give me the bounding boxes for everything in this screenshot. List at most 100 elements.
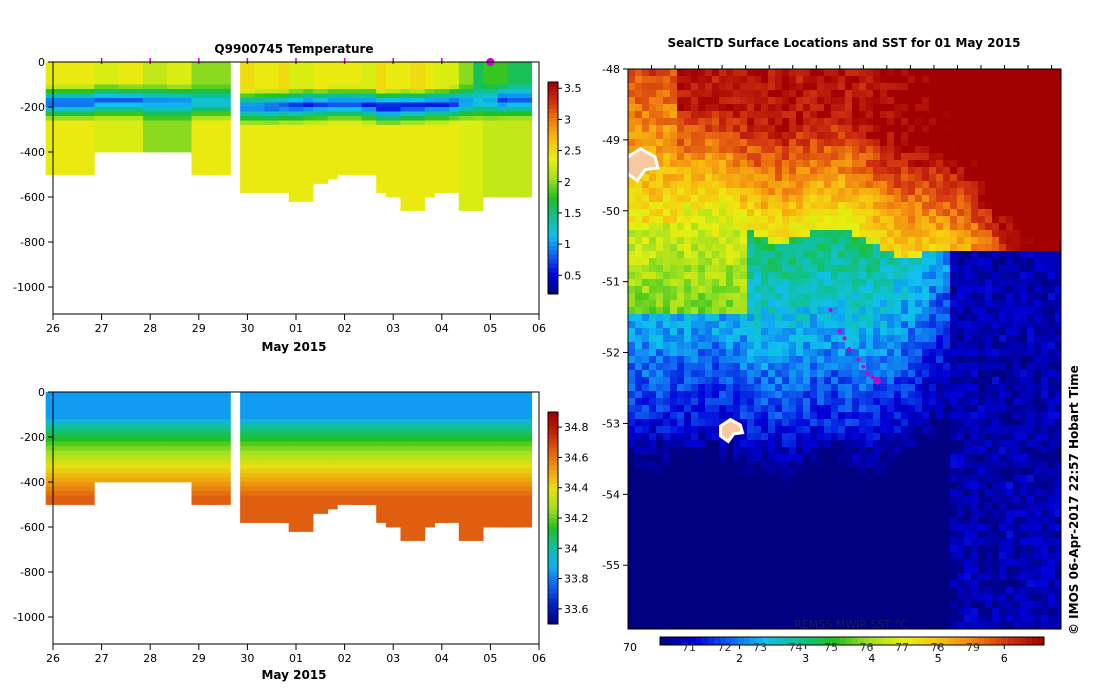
- sst-cell: [656, 265, 663, 272]
- sst-cell: [817, 83, 824, 90]
- sst-cell: [649, 181, 656, 188]
- sst-cell: [1013, 76, 1020, 83]
- section-cell: [400, 531, 426, 537]
- sst-cell: [796, 370, 803, 377]
- sst-cell: [999, 97, 1006, 104]
- sst-cell: [901, 153, 908, 160]
- section-cell: [313, 161, 338, 166]
- sst-cell: [1048, 349, 1055, 356]
- sst-cell: [999, 146, 1006, 153]
- sst-cell: [929, 265, 936, 272]
- sst-cell: [782, 293, 789, 300]
- section-cell: [337, 84, 362, 90]
- sst-cell: [733, 314, 740, 321]
- section-cell: [337, 482, 362, 487]
- colorbar-swatch: [548, 610, 558, 616]
- sst-cell: [1041, 83, 1048, 90]
- sst-cell: [859, 195, 866, 202]
- sst-cell: [726, 69, 733, 76]
- section-cell: [94, 473, 119, 478]
- sst-cell: [789, 307, 796, 314]
- sst-cell: [670, 167, 677, 174]
- sst-cell: [929, 286, 936, 293]
- sst-cell: [803, 293, 810, 300]
- sst-cell: [782, 97, 789, 104]
- section-cell: [240, 129, 265, 135]
- sst-cell: [894, 391, 901, 398]
- sst-cell: [859, 132, 866, 139]
- sst-cell: [733, 153, 740, 160]
- section-cell: [483, 80, 508, 85]
- sst-cell: [992, 328, 999, 335]
- sst-cell: [719, 328, 726, 335]
- sst-cell: [1027, 76, 1034, 83]
- colorbar-tick-label: 33.6: [564, 603, 589, 616]
- section-cell: [483, 89, 508, 94]
- sst-cell: [705, 69, 712, 76]
- sst-cell: [824, 405, 831, 412]
- sst-cell: [880, 153, 887, 160]
- sst-cell: [635, 188, 642, 195]
- sst-cell: [999, 377, 1006, 384]
- sst-cell: [691, 237, 698, 244]
- sst-cell: [670, 342, 677, 349]
- section-cell: [70, 401, 95, 406]
- section-cell: [45, 71, 71, 76]
- sst-cell: [649, 125, 656, 132]
- sst-cell: [992, 132, 999, 139]
- sst-cell: [635, 398, 642, 405]
- depth-tick-label: -400: [20, 476, 45, 489]
- section-cell: [45, 66, 71, 72]
- sst-cell: [929, 83, 936, 90]
- sst-cell: [999, 188, 1006, 195]
- sst-cell: [796, 167, 803, 174]
- sst-cell: [887, 90, 894, 97]
- section-cell: [458, 464, 484, 469]
- sst-cell: [789, 83, 796, 90]
- sst-cell: [887, 363, 894, 370]
- sst-cell: [992, 83, 999, 90]
- colorbar-swatch: [548, 227, 558, 233]
- section-cell: [337, 62, 362, 67]
- section-cell: [191, 111, 217, 117]
- colorbar-swatch: [548, 192, 558, 198]
- section-cell: [264, 147, 290, 153]
- sst-cell: [1027, 125, 1034, 132]
- section-cell: [70, 120, 95, 126]
- sst-cell: [684, 237, 691, 244]
- sst-cell: [635, 384, 642, 391]
- sst-cell: [747, 279, 754, 286]
- sst-cell: [845, 363, 852, 370]
- sst-cell: [740, 335, 747, 342]
- sst-cell: [782, 174, 789, 181]
- section-cell: [142, 111, 168, 117]
- sst-cell: [705, 286, 712, 293]
- sst-cell: [810, 174, 817, 181]
- sst-cell: [810, 160, 817, 167]
- sst-cell: [628, 209, 635, 216]
- section-cell: [434, 491, 460, 496]
- sst-cell: [943, 377, 950, 384]
- sst-cell: [733, 356, 740, 363]
- sst-cell: [880, 104, 887, 111]
- sst-cell: [831, 314, 838, 321]
- sst-cell: [1020, 377, 1027, 384]
- sst-cell: [1034, 363, 1041, 370]
- sst-cell: [677, 97, 684, 104]
- section-cell: [45, 405, 71, 411]
- sst-cell: [852, 146, 859, 153]
- sst-cell: [922, 83, 929, 90]
- sst-cell: [978, 412, 985, 419]
- sst-cell: [978, 209, 985, 216]
- sst-cell: [796, 216, 803, 223]
- section-cell: [410, 414, 435, 420]
- sst-cell: [810, 230, 817, 237]
- sst-cell: [768, 335, 775, 342]
- sst-cell: [1055, 195, 1061, 202]
- sst-cell: [712, 363, 719, 370]
- section-cell: [507, 75, 533, 81]
- sst-cell: [985, 279, 992, 286]
- sst-cell: [726, 328, 733, 335]
- sst-cell: [740, 293, 747, 300]
- sst-cell: [1027, 391, 1034, 398]
